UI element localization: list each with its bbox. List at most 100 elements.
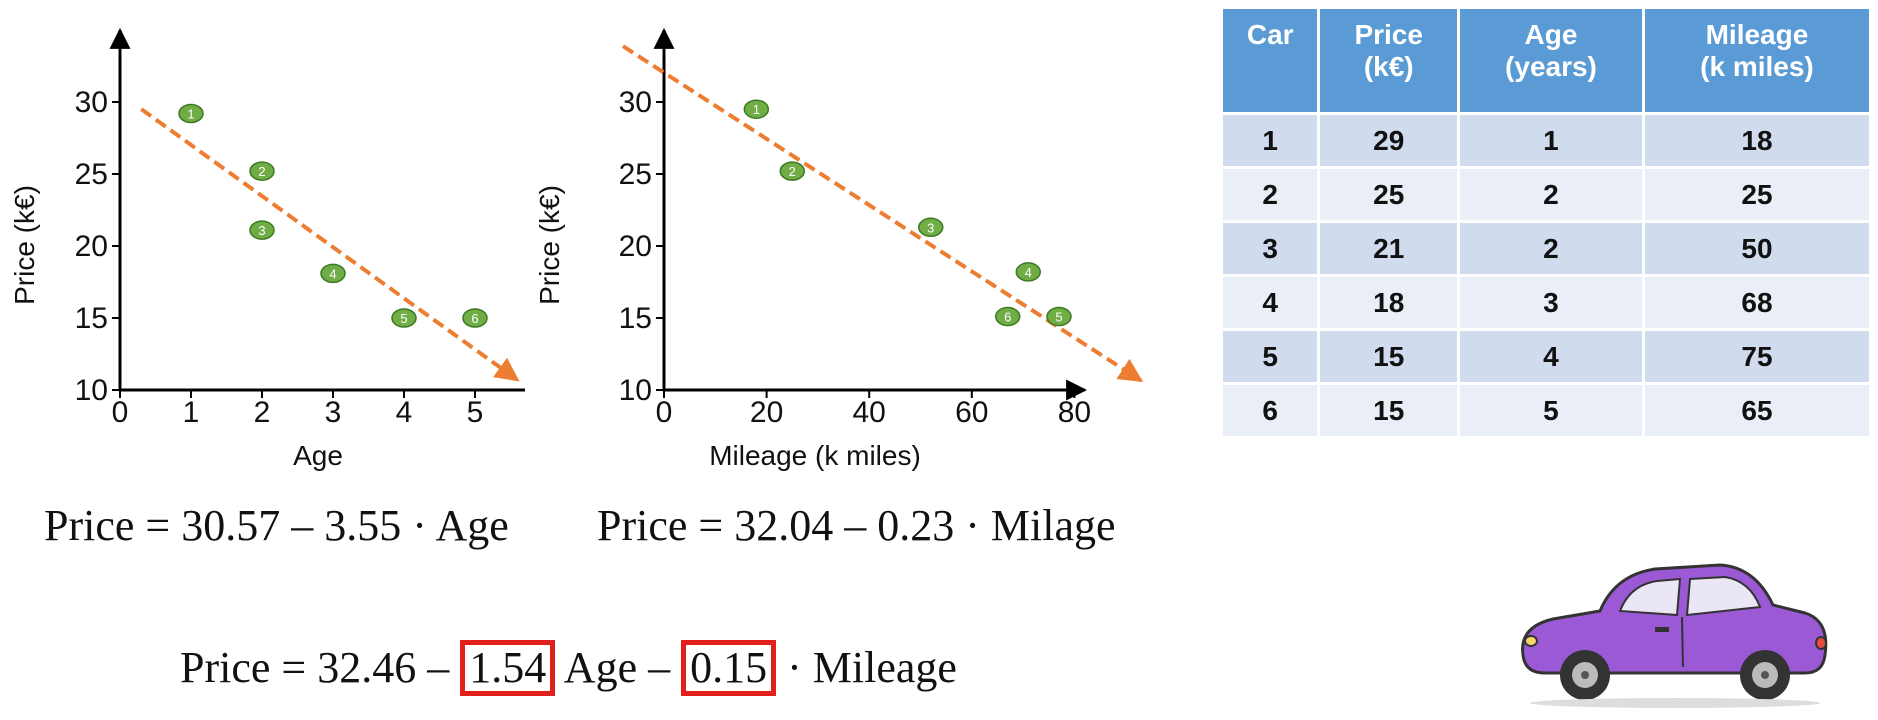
rear-wheel xyxy=(1740,650,1790,700)
mileage-data-point-label: 4 xyxy=(1025,265,1032,280)
age-data-point-label: 6 xyxy=(471,311,478,326)
cell-car: 5 xyxy=(1223,331,1318,382)
mileage-y-tick-label: 20 xyxy=(619,230,652,263)
age-data-point-label: 3 xyxy=(258,223,265,238)
equation-prefix: Price = 32.46 – xyxy=(180,643,450,692)
age-regression-equation: Price = 30.57 – 3.55 · Age xyxy=(44,501,509,550)
table-row: 6 15 5 65 xyxy=(1223,385,1869,436)
car-door-line xyxy=(1681,616,1684,668)
header-car-label: Car xyxy=(1246,19,1294,50)
equation-mid: Age – xyxy=(555,643,671,692)
cell-mileage: 65 xyxy=(1644,385,1869,436)
age-x-tick-label: 2 xyxy=(254,396,271,429)
cell-age: 4 xyxy=(1460,331,1642,382)
cell-mileage: 75 xyxy=(1644,331,1869,382)
header-price: Price (k€) xyxy=(1320,9,1458,112)
table-row: 2 25 2 25 xyxy=(1223,169,1869,220)
mileage-y-tick-label: 30 xyxy=(619,86,652,119)
mileage-x-axis-label: Mileage (k miles) xyxy=(709,440,921,471)
mileage-data-point xyxy=(779,161,805,181)
age-y-tick-label: 30 xyxy=(75,86,108,119)
age-x-axis-label: Age xyxy=(293,440,343,471)
header-price-unit: (k€) xyxy=(1363,51,1414,82)
table-row: 3 21 2 50 xyxy=(1223,223,1869,274)
age-x-tick-label: 5 xyxy=(467,396,484,429)
cell-price: 15 xyxy=(1320,331,1458,382)
mileage-x-tick-label: 0 xyxy=(656,396,673,429)
header-mileage-label: Mileage xyxy=(1705,19,1809,50)
mileage-x-tick-label: 20 xyxy=(750,396,783,429)
cell-car: 1 xyxy=(1223,115,1318,166)
age-y-axis-label: Price (k€) xyxy=(9,185,40,305)
cell-car: 2 xyxy=(1223,169,1318,220)
mileage-data-point-label: 2 xyxy=(789,164,796,179)
header-age-label: Age xyxy=(1524,19,1578,50)
cell-age: 2 xyxy=(1460,169,1642,220)
age-coefficient-highlight: 1.54 xyxy=(460,640,556,696)
cell-price: 18 xyxy=(1320,277,1458,328)
mileage-data-point-label: 1 xyxy=(753,102,760,117)
cell-car: 6 xyxy=(1223,385,1318,436)
car-headlight xyxy=(1524,635,1538,647)
multiple-regression-equation: Price = 32.46 – 1.54 Age – 0.15 · Mileag… xyxy=(180,640,957,696)
equation-suffix: · Mileage xyxy=(776,643,957,692)
mileage-y-tick-label: 10 xyxy=(619,374,652,407)
mileage-regression-equation: Price = 32.04 – 0.23 · Milage xyxy=(597,501,1116,550)
cell-price: 29 xyxy=(1320,115,1458,166)
table-row: 5 15 4 75 xyxy=(1223,331,1869,382)
cell-mileage: 25 xyxy=(1644,169,1869,220)
front-wheel xyxy=(1560,650,1610,700)
table-row: 4 18 3 68 xyxy=(1223,277,1869,328)
age-x-tick-label: 3 xyxy=(325,396,342,429)
mileage-y-axis-label: Price (k€) xyxy=(534,185,565,305)
car-handle xyxy=(1655,627,1669,632)
age-price-scatter-chart: 10 15 20 25 30 0 1 2 3 4 5 Age Price (k€) 1 2 3 4 5 6 xyxy=(9,27,525,471)
mileage-y-tick-label: 15 xyxy=(619,302,652,335)
mileage-data-point xyxy=(743,99,770,119)
cell-mileage: 50 xyxy=(1644,223,1869,274)
cell-price: 21 xyxy=(1320,223,1458,274)
age-y-tick-label: 15 xyxy=(75,302,108,335)
age-data-point-label: 5 xyxy=(400,311,407,326)
age-data-point-label: 1 xyxy=(187,107,194,122)
mileage-x-tick-label: 80 xyxy=(1058,396,1091,429)
mileage-x-tick-label: 60 xyxy=(955,396,988,429)
age-x-tick-label: 0 xyxy=(112,396,129,429)
header-mileage: Mileage (k miles) xyxy=(1644,9,1869,112)
age-y-tick-label: 10 xyxy=(75,374,108,407)
age-x-tick-label: 4 xyxy=(396,396,413,429)
car-shadow xyxy=(1530,698,1820,708)
age-data-point xyxy=(178,103,204,124)
mileage-data-point xyxy=(1046,306,1072,327)
mileage-data-point xyxy=(918,217,944,238)
cell-car: 4 xyxy=(1223,277,1318,328)
mileage-data-point xyxy=(1015,262,1041,282)
age-y-tick-label: 20 xyxy=(75,230,108,263)
cell-age: 2 xyxy=(1460,223,1642,274)
header-price-label: Price xyxy=(1354,19,1423,50)
car-data-table: Car Price (k€) Age (years) Mileage (k miles… xyxy=(1220,6,1872,439)
age-data-point xyxy=(462,308,488,328)
header-age: Age (years) xyxy=(1460,9,1642,112)
age-data-point xyxy=(249,161,275,181)
car-data-table-container: Car Price (k€) Age (years) Mileage (k miles… xyxy=(1220,6,1872,439)
mileage-coefficient-highlight: 0.15 xyxy=(681,640,777,696)
header-age-unit: (years) xyxy=(1505,51,1597,82)
age-data-point-label: 2 xyxy=(258,164,265,179)
mileage-data-point xyxy=(994,306,1021,327)
cell-mileage: 68 xyxy=(1644,277,1869,328)
car-window-rear xyxy=(1685,575,1762,617)
age-data-point xyxy=(320,263,346,284)
age-x-tick-label: 1 xyxy=(183,396,200,429)
cell-price: 25 xyxy=(1320,169,1458,220)
header-car: Car xyxy=(1223,9,1318,112)
car-window-front xyxy=(1618,577,1682,617)
mileage-data-point-label: 5 xyxy=(1055,310,1062,325)
cell-price: 15 xyxy=(1320,385,1458,436)
table-row: 1 29 1 18 xyxy=(1223,115,1869,166)
mileage-y-tick-label: 25 xyxy=(619,158,652,191)
age-trend-line xyxy=(140,107,520,382)
mileage-trend-line xyxy=(621,44,1144,383)
mileage-x-tick-label: 40 xyxy=(853,396,886,429)
